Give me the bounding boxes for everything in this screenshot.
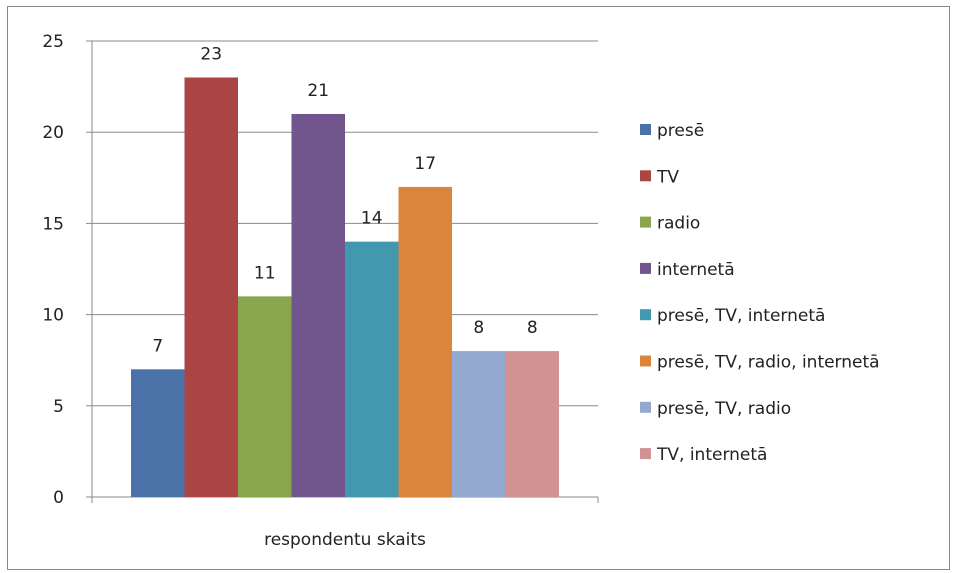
bar [345,241,399,497]
bar [452,351,506,497]
data-label: 23 [200,44,222,64]
data-label: 8 [473,318,484,338]
data-label: 14 [361,209,383,229]
x-category-label: respondentu skaits [264,530,426,550]
bar [238,296,292,497]
legend-label: internetā [657,260,735,280]
legend-label: presē, TV, radio [657,399,791,419]
y-tick-label: 10 [42,306,64,326]
legend-label: radio [657,214,700,234]
legend-swatch [640,262,651,274]
legend-swatch [640,355,651,367]
legend-swatch [640,170,651,182]
legend-label: presē, TV, radio, internetā [657,353,880,373]
y-tick-label: 5 [53,397,64,417]
legend-swatch [640,309,651,321]
y-tick-label: 25 [42,32,64,52]
legend-swatch [640,448,651,460]
bar [505,351,559,497]
legend-label: TV, internetā [656,445,767,465]
data-label: 17 [414,154,436,174]
bar [131,369,185,497]
y-tick-label: 20 [42,123,64,143]
legend-swatch [640,216,651,228]
data-label: 11 [254,263,276,283]
legend-label: presē [657,121,704,141]
legend-label: TV [656,167,679,187]
data-label: 8 [527,318,538,338]
legend-label: presē, TV, internetā [657,306,825,326]
y-tick-label: 15 [42,214,64,234]
y-tick-label: 0 [53,488,64,508]
legend-swatch [640,124,651,135]
bar [398,186,452,498]
data-label: 21 [307,81,329,101]
legend-swatch [640,401,651,413]
bar [184,77,238,497]
bar [291,113,345,498]
data-label: 7 [152,336,163,356]
